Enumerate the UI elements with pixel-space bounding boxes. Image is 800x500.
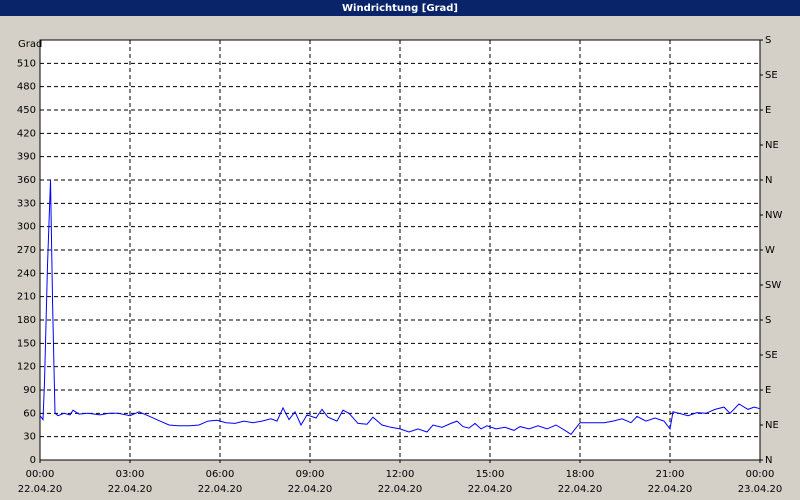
y-tick-label: 360	[17, 175, 36, 186]
y-tick-label: 30	[23, 432, 36, 443]
y2-tick-label: E	[765, 105, 771, 116]
x-tick-date: 22.04.20	[198, 484, 243, 495]
y2-tick-label: S	[765, 315, 771, 326]
y-tick-label: 330	[17, 198, 36, 209]
y-tick-label: 90	[23, 385, 36, 396]
x-tick-date: 22.04.20	[648, 484, 693, 495]
y-tick-label: 450	[17, 105, 36, 116]
x-tick-label: 15:00	[476, 469, 505, 480]
y2-tick-label: S	[765, 35, 771, 46]
x-tick-label: 06:00	[206, 469, 235, 480]
x-tick-date: 22.04.20	[288, 484, 333, 495]
plot-frame	[39, 39, 761, 461]
y2-tick-label: N	[765, 175, 772, 186]
y-tick-label: 0	[30, 455, 36, 466]
x-tick-label: 09:00	[296, 469, 325, 480]
x-tick-date: 22.04.20	[108, 484, 153, 495]
y-axis-label: Grad	[18, 39, 42, 50]
y2-tick-label: W	[765, 245, 775, 256]
x-tick-date: 22.04.20	[468, 484, 513, 495]
y2-tick-label: SE	[765, 70, 778, 81]
title-bar	[0, 0, 800, 16]
x-tick-date: 22.04.20	[558, 484, 603, 495]
y-tick-label: 60	[23, 408, 36, 419]
y2-tick-label: SW	[765, 280, 781, 291]
y-tick-label: 420	[17, 128, 36, 139]
y-tick-label: 240	[17, 268, 36, 279]
y2-tick-label: SE	[765, 350, 778, 361]
y-tick-label: 270	[17, 245, 36, 256]
x-tick-label: 00:00	[26, 469, 55, 480]
y2-tick-label: NE	[765, 140, 779, 151]
x-tick-label: 21:00	[656, 469, 685, 480]
x-tick-label: 03:00	[116, 469, 145, 480]
y2-tick-label: NW	[765, 210, 782, 221]
y-tick-label: 210	[17, 292, 36, 303]
y-tick-label: 120	[17, 362, 36, 373]
y2-tick-label: N	[765, 455, 772, 466]
chart-title: Windrichtung [Grad]	[342, 3, 458, 14]
y2-tick-label: NE	[765, 420, 779, 431]
y-tick-label: 390	[17, 152, 36, 163]
y2-tick-label: E	[765, 385, 771, 396]
y-tick-label: 300	[17, 222, 36, 233]
y-tick-label: 150	[17, 338, 36, 349]
x-tick-date: 22.04.20	[378, 484, 423, 495]
x-tick-label: 00:00	[746, 469, 775, 480]
x-tick-date: 22.04.20	[18, 484, 63, 495]
x-tick-label: 12:00	[386, 469, 415, 480]
data-line	[39, 179, 761, 435]
x-tick-label: 18:00	[566, 469, 595, 480]
y-tick-label: 180	[17, 315, 36, 326]
x-tick-date: 23.04.20	[738, 484, 783, 495]
y-tick-label: 480	[17, 82, 36, 93]
y-tick-label: 510	[17, 58, 36, 69]
